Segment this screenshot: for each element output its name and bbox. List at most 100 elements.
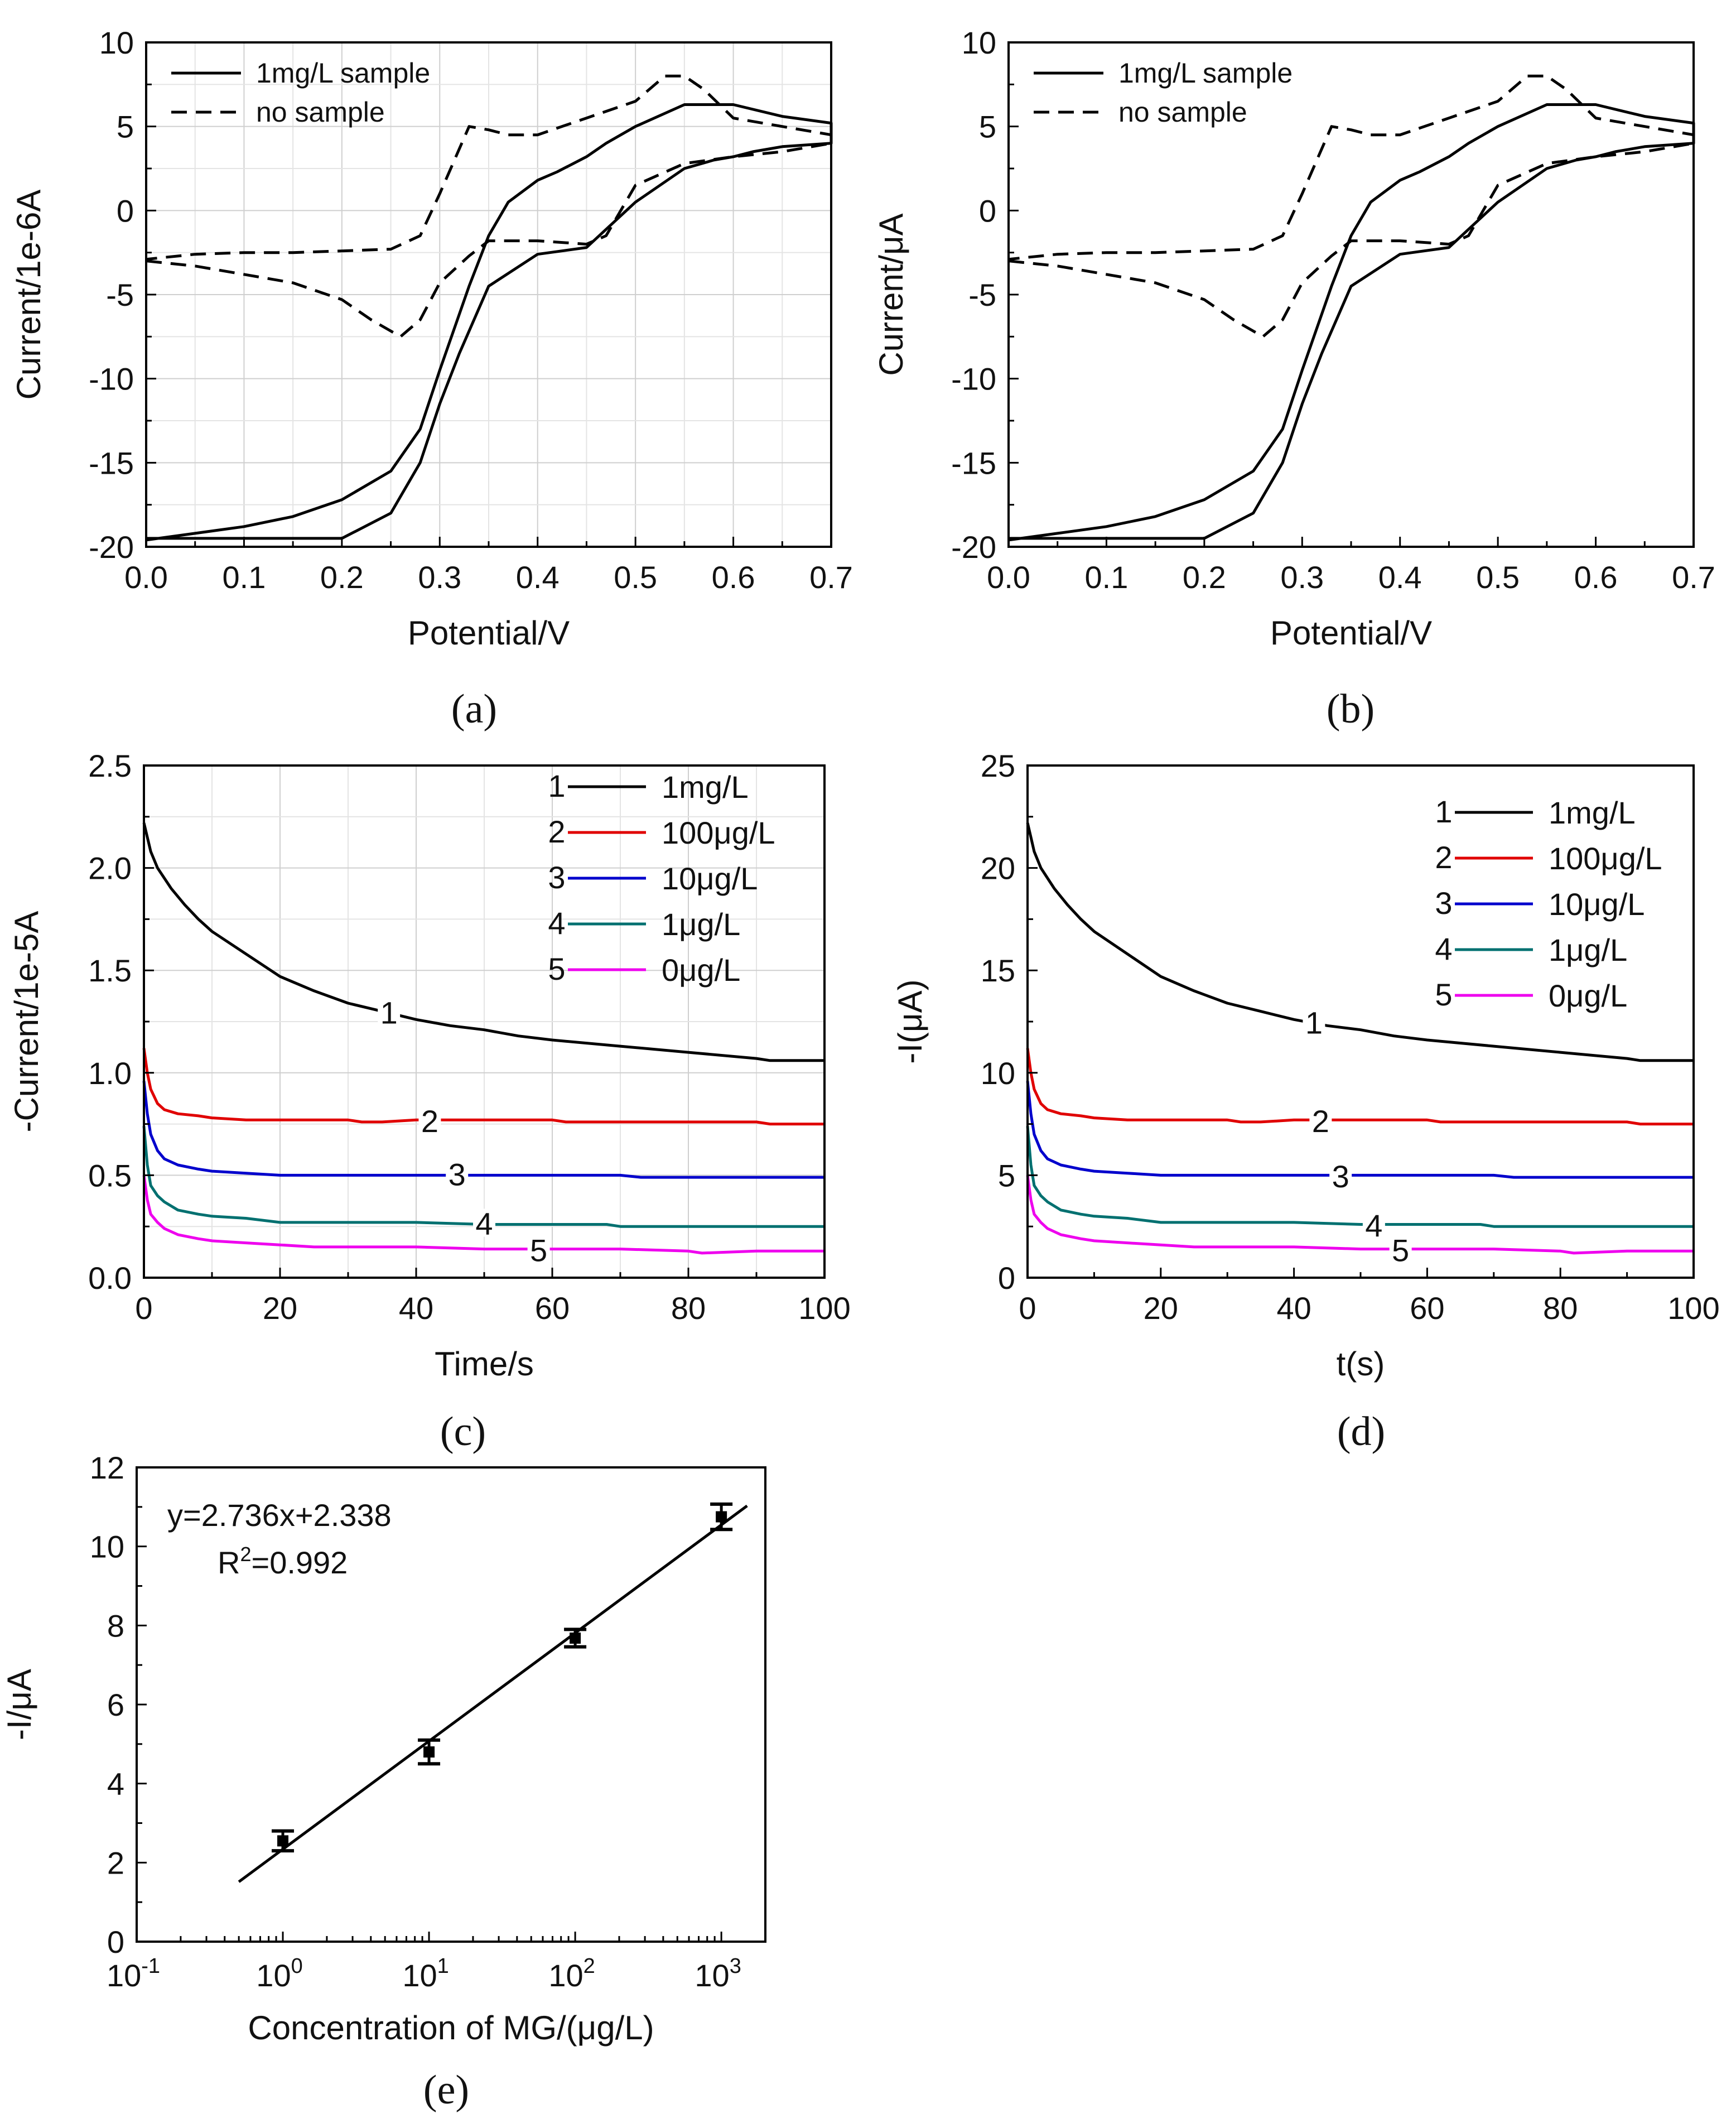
- panel-d-curve-label-2: 2: [1312, 1104, 1329, 1139]
- x-tick-label: 0.0: [987, 560, 1030, 595]
- x-tick-label: 0.1: [222, 560, 266, 595]
- y-tick-label: 2.5: [88, 748, 132, 783]
- y-tick-label: 5: [117, 109, 134, 145]
- panel-d-ylabel: -I(μA): [891, 979, 929, 1063]
- panel-d-legend-number-1: 1: [1435, 794, 1452, 829]
- panel-c-curve-label-4: 4: [475, 1206, 493, 1241]
- panel-d-series-2-line: [1026, 1048, 1694, 1126]
- panel-c-xlabel: Time/s: [435, 1345, 534, 1383]
- y-tick-label: 12: [90, 1450, 124, 1485]
- panel-e-ylabel: -I/μA: [1, 1669, 38, 1740]
- panel-d-series-5-line: [1026, 1175, 1694, 1255]
- y-tick-label: 0: [998, 1260, 1015, 1296]
- x-tick-base: 10: [107, 1958, 141, 1993]
- x-tick-label: 0.7: [809, 560, 853, 595]
- y-tick-label: 4: [107, 1766, 124, 1802]
- panel-d-curve-label-4: 4: [1365, 1208, 1382, 1243]
- y-tick-label: 0: [117, 193, 134, 228]
- y-tick-label: 20: [981, 851, 1015, 886]
- panel-d-curve-label-3: 3: [1332, 1159, 1349, 1194]
- panel-c-legend-label-5: 0μg/L: [662, 952, 740, 988]
- x-tick-label: 0.3: [418, 560, 461, 595]
- panel-e-data-point: [570, 1633, 581, 1644]
- x-tick-label: 103: [695, 1954, 741, 1993]
- panel-e-data-point: [423, 1746, 435, 1758]
- x-tick-label: 10-1: [107, 1954, 160, 1993]
- y-tick-label: 1.0: [88, 1056, 132, 1091]
- x-tick-label: 0.2: [320, 560, 364, 595]
- x-tick-label: 80: [671, 1291, 706, 1326]
- x-tick-label: 20: [263, 1291, 297, 1326]
- x-tick-label: 0: [135, 1291, 152, 1326]
- x-tick-label: 0.6: [1574, 560, 1618, 595]
- x-tick-label: 0.1: [1084, 560, 1128, 595]
- panel-d-legend-label-2: 100μg/L: [1549, 841, 1662, 876]
- y-tick-label: 8: [107, 1608, 124, 1643]
- panel-c-legend-number-1: 1: [548, 768, 565, 803]
- x-tick-label: 0.6: [712, 560, 755, 595]
- panel-c-legend-label-2: 100μg/L: [662, 815, 775, 850]
- panel-c-legend-number-5: 5: [548, 951, 565, 986]
- panel-b-ylabel: Current/μA: [872, 213, 910, 375]
- x-tick-label: 100: [256, 1954, 302, 1993]
- curve-label-bg: [418, 1106, 441, 1134]
- panel-a-legend-solid-label: 1mg/L sample: [256, 57, 430, 89]
- y-tick-label: 0.5: [88, 1158, 132, 1193]
- panel-e-r-squared: R2=0.992: [218, 1543, 348, 1580]
- x-tick-label: 0: [1019, 1291, 1036, 1326]
- curve-label-bg: [527, 1235, 550, 1264]
- panel-e-r-squared-value: =0.992: [251, 1545, 348, 1580]
- panel-a-legend: 1mg/L sample no sample: [171, 57, 430, 128]
- x-tick-label: 100: [1667, 1291, 1719, 1326]
- x-tick-base: 10: [256, 1958, 291, 1993]
- x-tick-exponent: -1: [141, 1954, 160, 1978]
- panel-c-series-5-line: [142, 1175, 824, 1255]
- y-tick-label: 10: [90, 1529, 124, 1564]
- y-tick-label: -10: [89, 362, 134, 397]
- x-tick-label: 60: [1410, 1291, 1444, 1326]
- panel-b-ticks: 0.0 0.1 0.2 0.3 0.4 0.5 0.6 0.7 -20 -15 -10 -5 0 5 10: [951, 25, 1715, 595]
- x-tick-label: 0.4: [516, 560, 560, 595]
- x-tick-label: 60: [535, 1291, 570, 1326]
- panel-d-series-3-line: [1026, 1081, 1694, 1179]
- panel-c-ylabel: -Current/1e-5A: [8, 911, 45, 1133]
- y-tick-label: -20: [951, 529, 996, 565]
- y-tick-label: -10: [951, 362, 996, 397]
- panel-a-caption: (a): [451, 686, 497, 732]
- panel-c-legend-number-2: 2: [548, 814, 565, 849]
- panel-c-curve-label-5: 5: [530, 1232, 547, 1268]
- panel-b: 0.0 0.1 0.2 0.3 0.4 0.5 0.6 0.7-20-15-10-50510 …: [872, 25, 1715, 732]
- panel-c-curve-label-1: 1: [380, 995, 398, 1030]
- panel-d-legend-number-3: 3: [1435, 885, 1452, 921]
- x-tick-label: 80: [1543, 1291, 1578, 1326]
- panel-c-ticks: 0 20 40 60 80 100 0.0 0.5 1.0 1.5 2.0 2.5: [88, 748, 851, 1326]
- curve-label-bg: [378, 998, 401, 1026]
- panel-d-legend: 1 1mg/L 2 100μg/L 3 10μg/L 4 1μg/L 5 0μg/L: [1435, 794, 1662, 1013]
- curve-label-bg: [1389, 1235, 1412, 1264]
- panel-d-legend-number-4: 4: [1435, 931, 1452, 966]
- y-tick-label: 1.5: [88, 953, 132, 988]
- panel-b-legend-solid-label: 1mg/L sample: [1118, 57, 1293, 89]
- panel-d-legend-label-1: 1mg/L: [1549, 795, 1636, 830]
- x-tick-base: 10: [548, 1958, 583, 1993]
- panel-d-xlabel: t(s): [1337, 1345, 1385, 1383]
- panel-c-series: [142, 822, 824, 1255]
- y-tick-label: 2.0: [88, 851, 132, 886]
- x-tick-exponent: 1: [437, 1954, 449, 1978]
- y-tick-label: 5: [998, 1158, 1015, 1193]
- panel-c-legend-label-4: 1μg/L: [662, 907, 740, 942]
- panel-d-legend-number-5: 5: [1435, 977, 1452, 1012]
- y-tick-label: -15: [951, 445, 996, 480]
- panel-b-xlabel: Potential/V: [1270, 614, 1432, 652]
- panel-c-legend-label-1: 1mg/L: [662, 769, 749, 805]
- panel-c-series-2-line: [142, 1048, 824, 1126]
- panel-d-series: [1026, 822, 1694, 1255]
- panel-c-curve-label-3: 3: [449, 1157, 466, 1192]
- x-tick-label: 101: [402, 1954, 449, 1993]
- panel-a-grid: [146, 42, 831, 547]
- panel-a: 0.0 0.1 0.2 0.3 0.4 0.5 0.6 0.7-20-15-10-50510 …: [10, 25, 853, 732]
- curve-label-bg: [473, 1209, 495, 1237]
